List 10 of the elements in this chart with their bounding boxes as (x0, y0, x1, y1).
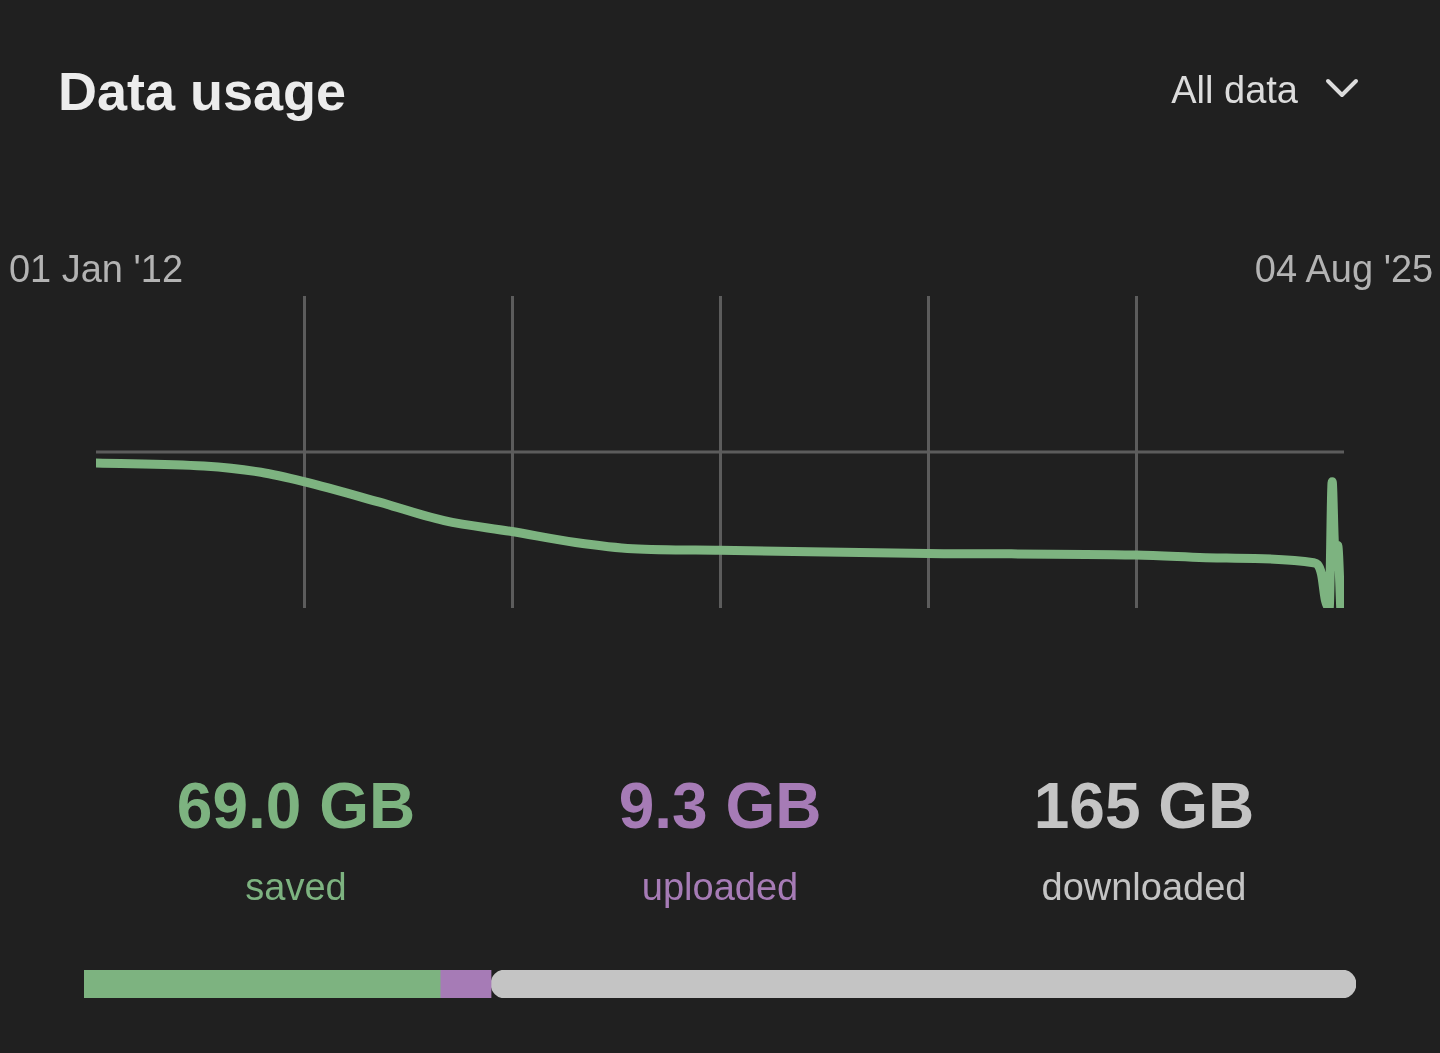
series-label: downloaded (1041, 866, 1247, 909)
x-tick-label: 04 Aug '25 (1254, 247, 1434, 290)
text: 69.0 GB (176, 769, 416, 842)
chart-title: Data usage (58, 61, 347, 121)
text: 9.3 GB (618, 769, 822, 842)
x-tick-label: 01 Jan '12 (8, 247, 184, 290)
text: uploaded (641, 866, 799, 909)
text: All data (1171, 69, 1298, 111)
text: 165 GB (1033, 769, 1255, 842)
series-label: saved (245, 866, 347, 909)
